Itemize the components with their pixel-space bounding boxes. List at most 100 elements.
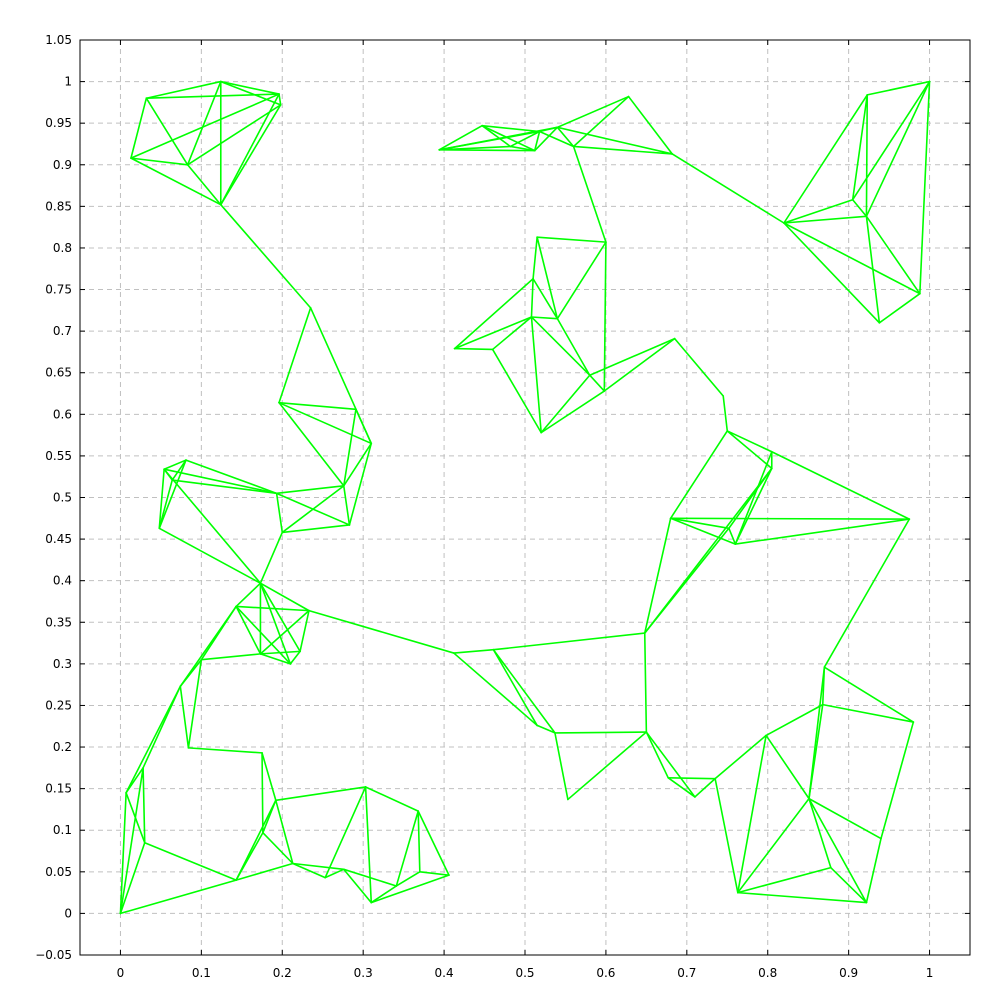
graph-edge — [438, 149, 536, 152]
graph-edge — [342, 442, 373, 487]
graph-edge — [492, 648, 538, 727]
graph-edge — [556, 317, 591, 377]
graph-edge — [865, 215, 881, 324]
graph-edge — [823, 518, 911, 668]
graph-edge — [145, 80, 222, 100]
graph-edge — [556, 126, 575, 148]
graph-edge — [158, 479, 174, 530]
x-tick-label: 0.9 — [839, 966, 858, 980]
graph-edge — [119, 767, 144, 915]
graph-edge — [262, 831, 294, 865]
y-tick-label: 0.65 — [45, 366, 72, 380]
graph-edge — [453, 277, 534, 350]
graph-edge — [556, 95, 630, 129]
graph-edge — [364, 786, 373, 904]
graph-edge — [348, 442, 373, 526]
graph-edge — [125, 791, 146, 844]
graph-edge — [261, 752, 264, 834]
x-tick-label: 0.5 — [515, 966, 534, 980]
graph-edge — [694, 777, 716, 798]
graph-edge — [370, 874, 450, 904]
graph-edge — [130, 93, 280, 159]
graph-edge — [714, 777, 739, 894]
graph-edge — [851, 94, 869, 201]
graph-edge — [808, 797, 832, 869]
y-axis-ticks: −0.05 0 0.05 0.1 0.15 0.2 0.25 0.3 0.35 0.4 0.45 0.… — [35, 33, 970, 962]
graph-edge — [878, 292, 921, 324]
graph-edge — [736, 866, 832, 894]
graph-edge — [603, 337, 676, 392]
graph-edge — [669, 517, 911, 520]
graph-edge — [355, 408, 373, 445]
y-tick-label: 0.1 — [53, 823, 72, 837]
graph-edge — [567, 731, 648, 801]
graph-edge — [186, 104, 282, 166]
x-tick-label: 0.1 — [192, 966, 211, 980]
graph-edge — [259, 650, 301, 655]
graph-edge — [259, 582, 292, 665]
graph-edge — [281, 524, 351, 534]
graph-edge — [603, 241, 607, 392]
y-tick-label: 1.05 — [45, 33, 72, 47]
graph-edge — [185, 459, 278, 495]
y-tick-label: 0.45 — [45, 532, 72, 546]
graph-edge — [572, 95, 630, 148]
graph-edge — [765, 734, 810, 800]
graph-edge — [452, 648, 495, 654]
graph-edge — [865, 215, 921, 295]
graph-edge — [643, 517, 672, 634]
graph-edge — [235, 605, 292, 665]
graph-edge — [736, 891, 868, 904]
graph-edge — [219, 203, 312, 309]
graph-edge — [262, 799, 277, 834]
graph-edge — [130, 97, 148, 159]
graph-edge — [481, 124, 541, 133]
graph-edge — [770, 450, 911, 520]
graph-edge — [821, 666, 826, 706]
graph-edge — [481, 124, 536, 152]
graph-edge — [536, 724, 556, 734]
graph-edge — [538, 130, 575, 148]
graph-edge — [533, 130, 541, 152]
graph-edge — [186, 163, 222, 206]
graph-edge — [530, 316, 591, 377]
graph-edge — [291, 862, 345, 871]
graph-edge — [453, 316, 533, 350]
graph-edge — [235, 605, 310, 612]
y-tick-label: 0.15 — [45, 782, 72, 796]
y-tick-label: 0.4 — [53, 574, 72, 588]
graph-edge — [219, 80, 282, 106]
graph-edge — [588, 374, 606, 392]
graph-edge — [278, 401, 357, 411]
y-tick-label: 0.95 — [45, 116, 72, 130]
y-tick-label: 0.75 — [45, 283, 72, 297]
graph-edge — [163, 468, 262, 584]
graph-edge — [532, 277, 559, 320]
graph-edge — [179, 685, 190, 749]
graph-edge — [142, 685, 182, 769]
graph-edge — [554, 731, 648, 734]
graph-edge — [880, 721, 915, 840]
graph-edge — [808, 666, 826, 800]
x-tick-label: 0.4 — [435, 966, 454, 980]
graph-edge — [342, 868, 373, 904]
graph-edge — [572, 145, 607, 243]
graph-edge — [235, 605, 262, 655]
graph-edge — [130, 157, 222, 206]
x-tick-label: 0.2 — [273, 966, 292, 980]
graph-edge — [278, 401, 373, 445]
graph-edges — [119, 80, 931, 915]
graph-edge — [370, 885, 398, 904]
graph-edge — [509, 130, 541, 148]
graph-edge — [308, 609, 455, 654]
graph-edge — [299, 609, 310, 653]
graph-edge — [261, 752, 277, 802]
graph-edge — [627, 95, 674, 155]
graph-edge — [259, 653, 292, 665]
graph-edge — [783, 222, 921, 295]
graph-edge — [556, 126, 674, 155]
y-tick-label: −0.05 — [35, 948, 72, 962]
graph-edge — [200, 653, 262, 661]
graph-edge — [765, 703, 824, 737]
graph-edge — [219, 80, 280, 95]
